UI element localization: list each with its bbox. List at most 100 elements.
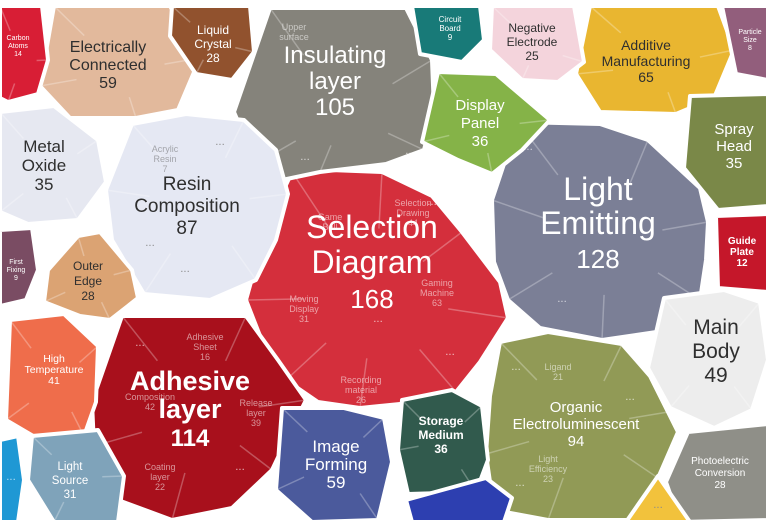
cell-texture xyxy=(143,253,172,295)
cell-label: Carbon Atoms xyxy=(7,35,30,50)
cell-texture xyxy=(0,5,11,32)
cell-cell-26[interactable] xyxy=(404,476,514,524)
cell-texture xyxy=(195,59,205,75)
cell-shape xyxy=(104,112,290,302)
cell-label: Light Source xyxy=(52,461,88,487)
cell-texture xyxy=(623,454,659,479)
cell-texture xyxy=(239,444,273,471)
cell-texture xyxy=(39,78,77,87)
more-marker: ... xyxy=(145,238,155,249)
cell-cell-25[interactable]: ... xyxy=(0,434,26,524)
cell-shape xyxy=(664,422,768,524)
cell-shape xyxy=(274,406,394,524)
cell-texture xyxy=(419,349,457,393)
more-marker: ... xyxy=(135,338,145,349)
cell-label: Light Emitting xyxy=(540,171,656,241)
cell-texture xyxy=(319,145,332,173)
more-marker: ... xyxy=(180,264,190,275)
cell-texture xyxy=(31,435,53,456)
cell-texture xyxy=(669,385,690,409)
more-marker: ... xyxy=(373,314,383,325)
cell-value: 28 xyxy=(206,51,220,65)
cell-texture xyxy=(235,46,255,53)
cell-shape xyxy=(0,4,50,104)
sub-item-value: 31 xyxy=(299,314,309,324)
cell-texture xyxy=(249,193,289,200)
cell-label: Negative Electrode xyxy=(507,21,558,49)
more-marker: ... xyxy=(653,500,663,511)
more-marker: ... xyxy=(511,362,521,373)
cell-texture xyxy=(113,269,133,276)
cell-texture xyxy=(9,319,32,349)
cell-shape xyxy=(396,388,490,496)
cell-texture xyxy=(7,83,16,103)
cell-texture xyxy=(285,342,327,381)
cell-texture xyxy=(663,297,687,326)
cell-texture xyxy=(378,171,383,229)
sub-item-label: Adhesive Sheet xyxy=(186,332,223,352)
cell-value: 9 xyxy=(448,33,453,42)
cell-texture xyxy=(437,71,459,98)
cell-value: 8 xyxy=(748,45,752,52)
sub-item-label: Moving Display xyxy=(289,294,319,314)
cell-texture xyxy=(275,476,305,491)
cell-label: Display Panel xyxy=(455,97,505,132)
cell-texture xyxy=(448,308,509,319)
sub-item-value: 63 xyxy=(432,298,442,308)
cell-texture xyxy=(519,119,551,125)
cell-texture xyxy=(487,152,493,175)
cell-texture xyxy=(231,245,257,281)
sub-item-label: Light Efficiency xyxy=(529,454,568,474)
cell-texture xyxy=(629,411,669,420)
cell-texture xyxy=(171,472,186,521)
sub-item-value: 7 xyxy=(162,164,167,174)
cell-texture xyxy=(547,477,564,521)
cell-texture xyxy=(499,341,538,381)
sub-item-value: 23 xyxy=(543,474,553,484)
cell-texture xyxy=(291,171,331,229)
cell-label: Photoelectric Conversion xyxy=(691,456,749,479)
cell-label: Resin Composition xyxy=(134,174,240,217)
cell-cell-27[interactable]: ... xyxy=(624,474,692,524)
cell-texture xyxy=(171,5,191,23)
cell-value: 9 xyxy=(14,275,18,282)
cell-texture xyxy=(65,197,79,221)
cell-value: 59 xyxy=(99,75,117,92)
sub-item-value: 21 xyxy=(553,372,563,382)
cell-label: Circuit Board xyxy=(439,15,462,33)
cell-label: High Temperature xyxy=(25,353,84,376)
sub-item-label: Coating layer xyxy=(144,462,175,482)
cell-light-source[interactable]: Light Source 31 xyxy=(26,428,126,524)
cell-texture xyxy=(359,358,368,409)
cell-texture xyxy=(224,315,247,362)
cell-texture xyxy=(43,291,66,303)
cell-texture xyxy=(662,221,709,231)
cell-texture xyxy=(281,407,308,433)
cell-value: 35 xyxy=(726,155,743,172)
cell-texture xyxy=(589,5,622,34)
